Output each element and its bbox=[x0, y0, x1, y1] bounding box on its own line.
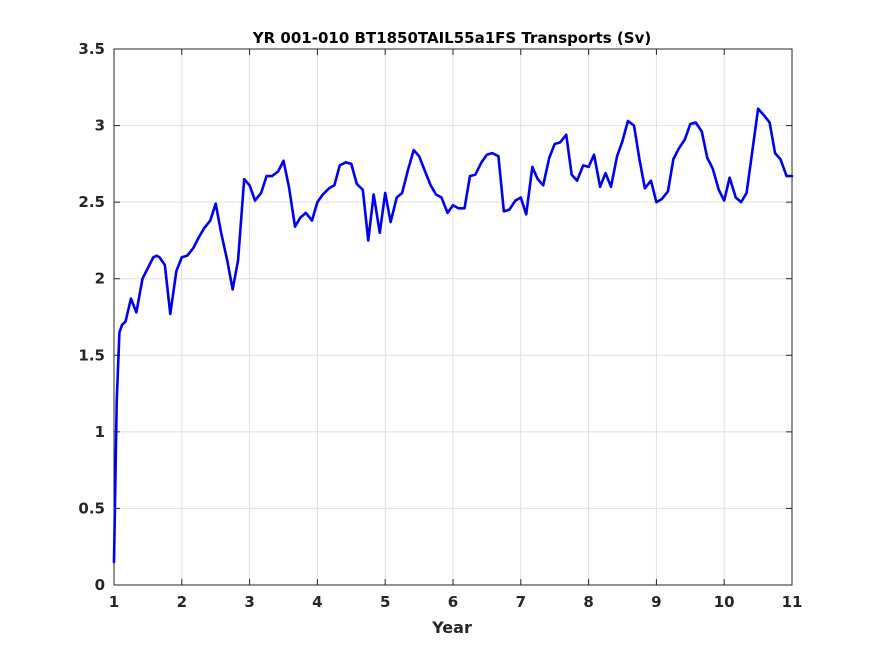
x-tick-label: 7 bbox=[516, 593, 526, 611]
tick-labels: 1 2 3 4 5 6 7 8 9 10 11 0 0.5 1 1.5 2 2.5 3 3.5 bbox=[78, 40, 802, 611]
y-tick-label: 1.5 bbox=[78, 346, 105, 364]
y-tick-label: 3 bbox=[95, 117, 105, 135]
axes bbox=[113, 48, 793, 586]
y-tick-label: 0.5 bbox=[78, 499, 105, 517]
x-tick-label: 6 bbox=[448, 593, 458, 611]
y-tick-label: 2 bbox=[95, 270, 105, 288]
series-line bbox=[112, 107, 794, 564]
chart-title: YR 001-010 BT1850TAIL55a1FS Transports (… bbox=[252, 29, 651, 47]
x-tick-label: 1 bbox=[109, 593, 119, 611]
plot-area-border bbox=[113, 48, 793, 586]
x-tick-label: 11 bbox=[782, 593, 803, 611]
x-tick-label: 10 bbox=[714, 593, 735, 611]
series-layer bbox=[112, 107, 794, 564]
x-tick-label: 2 bbox=[177, 593, 187, 611]
x-tick-label: 8 bbox=[583, 593, 593, 611]
x-tick-label: 5 bbox=[380, 593, 390, 611]
grid bbox=[113, 48, 793, 586]
y-tick-label: 2.5 bbox=[78, 193, 105, 211]
y-tick-label: 0 bbox=[95, 576, 105, 594]
x-axis-label: Year bbox=[431, 618, 472, 637]
x-tick-label: 4 bbox=[312, 593, 322, 611]
x-tick-label: 9 bbox=[651, 593, 661, 611]
y-tick-label: 3.5 bbox=[78, 40, 105, 58]
x-tick-label: 3 bbox=[244, 593, 254, 611]
y-tick-label: 1 bbox=[95, 423, 105, 441]
